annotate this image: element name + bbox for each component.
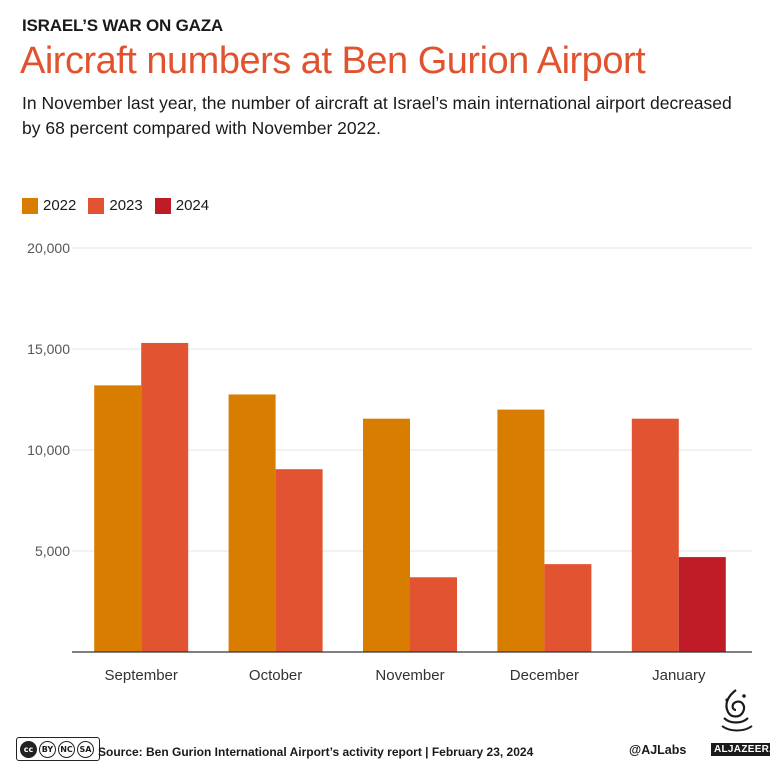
y-tick-label: 10,000 <box>27 442 70 458</box>
cc-nc-icon: NC <box>58 740 75 758</box>
x-category-label: September <box>105 667 178 684</box>
bar-january-2023 <box>631 418 679 652</box>
chart-subtitle: In November last year, the number of air… <box>22 93 732 138</box>
bar-chart: 5,000 10,000 15,000 20,000 September October N… <box>27 240 752 684</box>
bar-december-2022 <box>497 409 545 652</box>
source-note: Source: Ben Gurion International Airport… <box>98 745 534 759</box>
cc-sa-icon: SA <box>77 740 94 758</box>
legend-swatch-2023 <box>88 197 105 214</box>
ajlabs-handle: @AJLabs <box>629 743 687 757</box>
bar-december-2023 <box>544 564 592 652</box>
kicker: ISRAEL’S WAR ON GAZA <box>22 16 223 35</box>
y-tick-label: 5,000 <box>35 543 70 559</box>
bar-september-2023 <box>141 342 189 652</box>
bar-october-2023 <box>275 469 323 652</box>
legend-swatch-2024 <box>154 197 171 214</box>
bar-september-2022 <box>94 385 142 652</box>
legend-swatch-2022 <box>22 197 38 214</box>
aljazeera-logo-icon <box>721 689 753 732</box>
x-category-label: December <box>510 667 579 684</box>
y-tick-label: 20,000 <box>27 240 70 256</box>
x-category-label: November <box>375 667 444 684</box>
y-tick-label: 15,000 <box>27 341 70 357</box>
bar-october-2022 <box>228 394 276 652</box>
chart-title: Aircraft numbers at Ben Gurion Airport <box>20 40 646 82</box>
legend-label-2022: 2022 <box>43 197 77 214</box>
legend-item-2024: 2024 <box>154 197 210 214</box>
bar-january-2024 <box>678 557 726 652</box>
footer: cc BY NC SA Source: Ben Gurion Internati… <box>0 735 770 765</box>
aljazeera-wordmark: ALJAZEERA <box>711 743 770 756</box>
x-category-label: January <box>652 667 706 684</box>
legend-label-2023: 2023 <box>109 197 143 214</box>
bar-november-2023 <box>410 577 457 652</box>
legend-label-2024: 2024 <box>175 197 210 214</box>
cc-by-icon: BY <box>39 740 56 758</box>
creative-commons-badge: cc BY NC SA <box>16 737 100 761</box>
legend-item-2022: 2022 <box>22 197 76 214</box>
bar-november-2022 <box>363 418 410 652</box>
cc-icon: cc <box>20 740 37 758</box>
legend: 2022 2023 2024 <box>22 197 221 214</box>
x-category-label: October <box>249 667 302 684</box>
legend-item-2023: 2023 <box>88 197 143 214</box>
